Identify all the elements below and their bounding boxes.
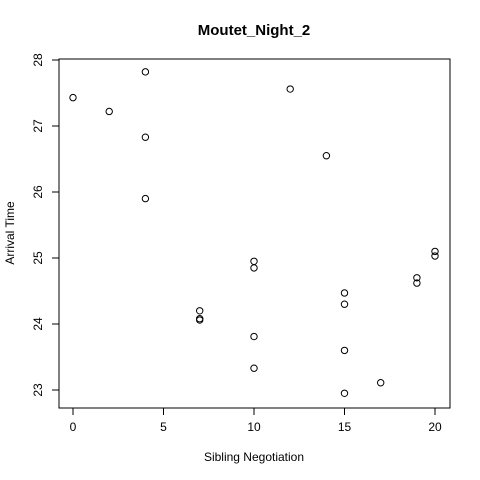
data-point: [322, 152, 331, 160]
x-tick-label: 20: [428, 420, 442, 434]
y-tick-label: 27: [31, 119, 45, 133]
data-point: [69, 93, 77, 102]
data-point: [340, 389, 349, 397]
data-point: [250, 264, 258, 272]
data-point: [105, 107, 113, 116]
data-point: [340, 300, 349, 308]
plot-frame: [58, 58, 451, 409]
x-axis-label: Sibling Negotiation: [204, 450, 304, 464]
x-tick-label: 0: [70, 420, 77, 434]
x-tick-label: 15: [338, 420, 352, 434]
x-axis: 0 5 10 15 20: [70, 408, 442, 434]
data-point: [141, 194, 150, 203]
data-point: [250, 332, 258, 341]
data-point: [413, 274, 421, 282]
data-point: [431, 252, 439, 260]
data-point: [431, 247, 439, 256]
x-tick-label: 5: [160, 420, 167, 434]
data-point: [250, 257, 258, 265]
y-tick-label: 24: [31, 317, 45, 331]
data-point: [413, 279, 421, 287]
chart-title: Moutet_Night_2: [198, 22, 311, 39]
data-point: [141, 68, 150, 76]
y-axis-label: Arrival Time: [3, 201, 17, 265]
y-tick-label: 28: [31, 53, 45, 67]
data-point: [250, 364, 258, 372]
x-tick-label: 10: [247, 420, 261, 434]
data-point: [141, 133, 150, 141]
y-tick-label: 26: [31, 185, 45, 199]
data-point: [286, 85, 294, 93]
data-point: [377, 379, 385, 387]
data-point: [340, 346, 349, 355]
y-axis: 23 24 25 26 27 28: [31, 53, 59, 397]
data-point: [340, 289, 349, 297]
data-point: [196, 316, 204, 324]
y-tick-label: 25: [31, 251, 45, 265]
data-point: [196, 307, 204, 315]
data-points: [69, 68, 439, 397]
y-tick-label: 23: [31, 383, 45, 397]
